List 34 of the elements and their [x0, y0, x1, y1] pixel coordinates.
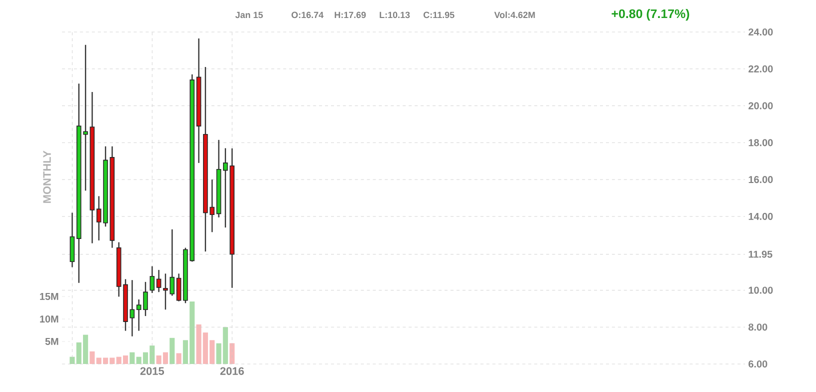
text: MONTHLY	[43, 150, 51, 203]
y-tick-label: 6.00	[748, 360, 768, 368]
candlestick	[176, 273, 182, 302]
bar	[90, 351, 95, 364]
y2-tick-label: 5M	[45, 338, 58, 345]
candlestick	[130, 279, 135, 337]
text: Jan 15	[235, 12, 263, 18]
y-tick-label: 10.00	[748, 286, 773, 294]
text: O:16.74	[292, 12, 324, 18]
candlestick	[150, 266, 155, 294]
bar	[230, 343, 235, 364]
y-tick-label: 22.00	[748, 65, 773, 72]
bar	[130, 352, 135, 364]
text: C:11.95	[424, 12, 454, 18]
y-tick-label: 8.00	[748, 324, 768, 331]
y2-tick-label: 10M	[40, 315, 58, 323]
x-tick-label: 2015	[140, 367, 164, 375]
bar	[170, 338, 175, 364]
y-tick-label: 24.00	[748, 28, 773, 36]
y2-tick-label: 15M	[40, 293, 58, 300]
candlestick	[136, 298, 142, 332]
bar	[176, 353, 182, 364]
candlestick	[156, 269, 162, 293]
y-tick-label: 20.00	[748, 102, 773, 110]
y-tick-label: 18.00	[748, 139, 773, 146]
y-tick-label: 11.95	[748, 250, 772, 258]
y-tick-label: 14.00	[748, 212, 773, 220]
y-tick-label: 16.00	[748, 176, 773, 184]
text: Vol:4.62M	[494, 12, 535, 18]
text: L:10.13	[380, 12, 410, 18]
text: H:17.69	[334, 12, 366, 18]
text: +0.80 (7.17%)	[612, 8, 690, 21]
x-tick-label: 2016	[220, 367, 244, 375]
candlestick	[143, 281, 148, 317]
